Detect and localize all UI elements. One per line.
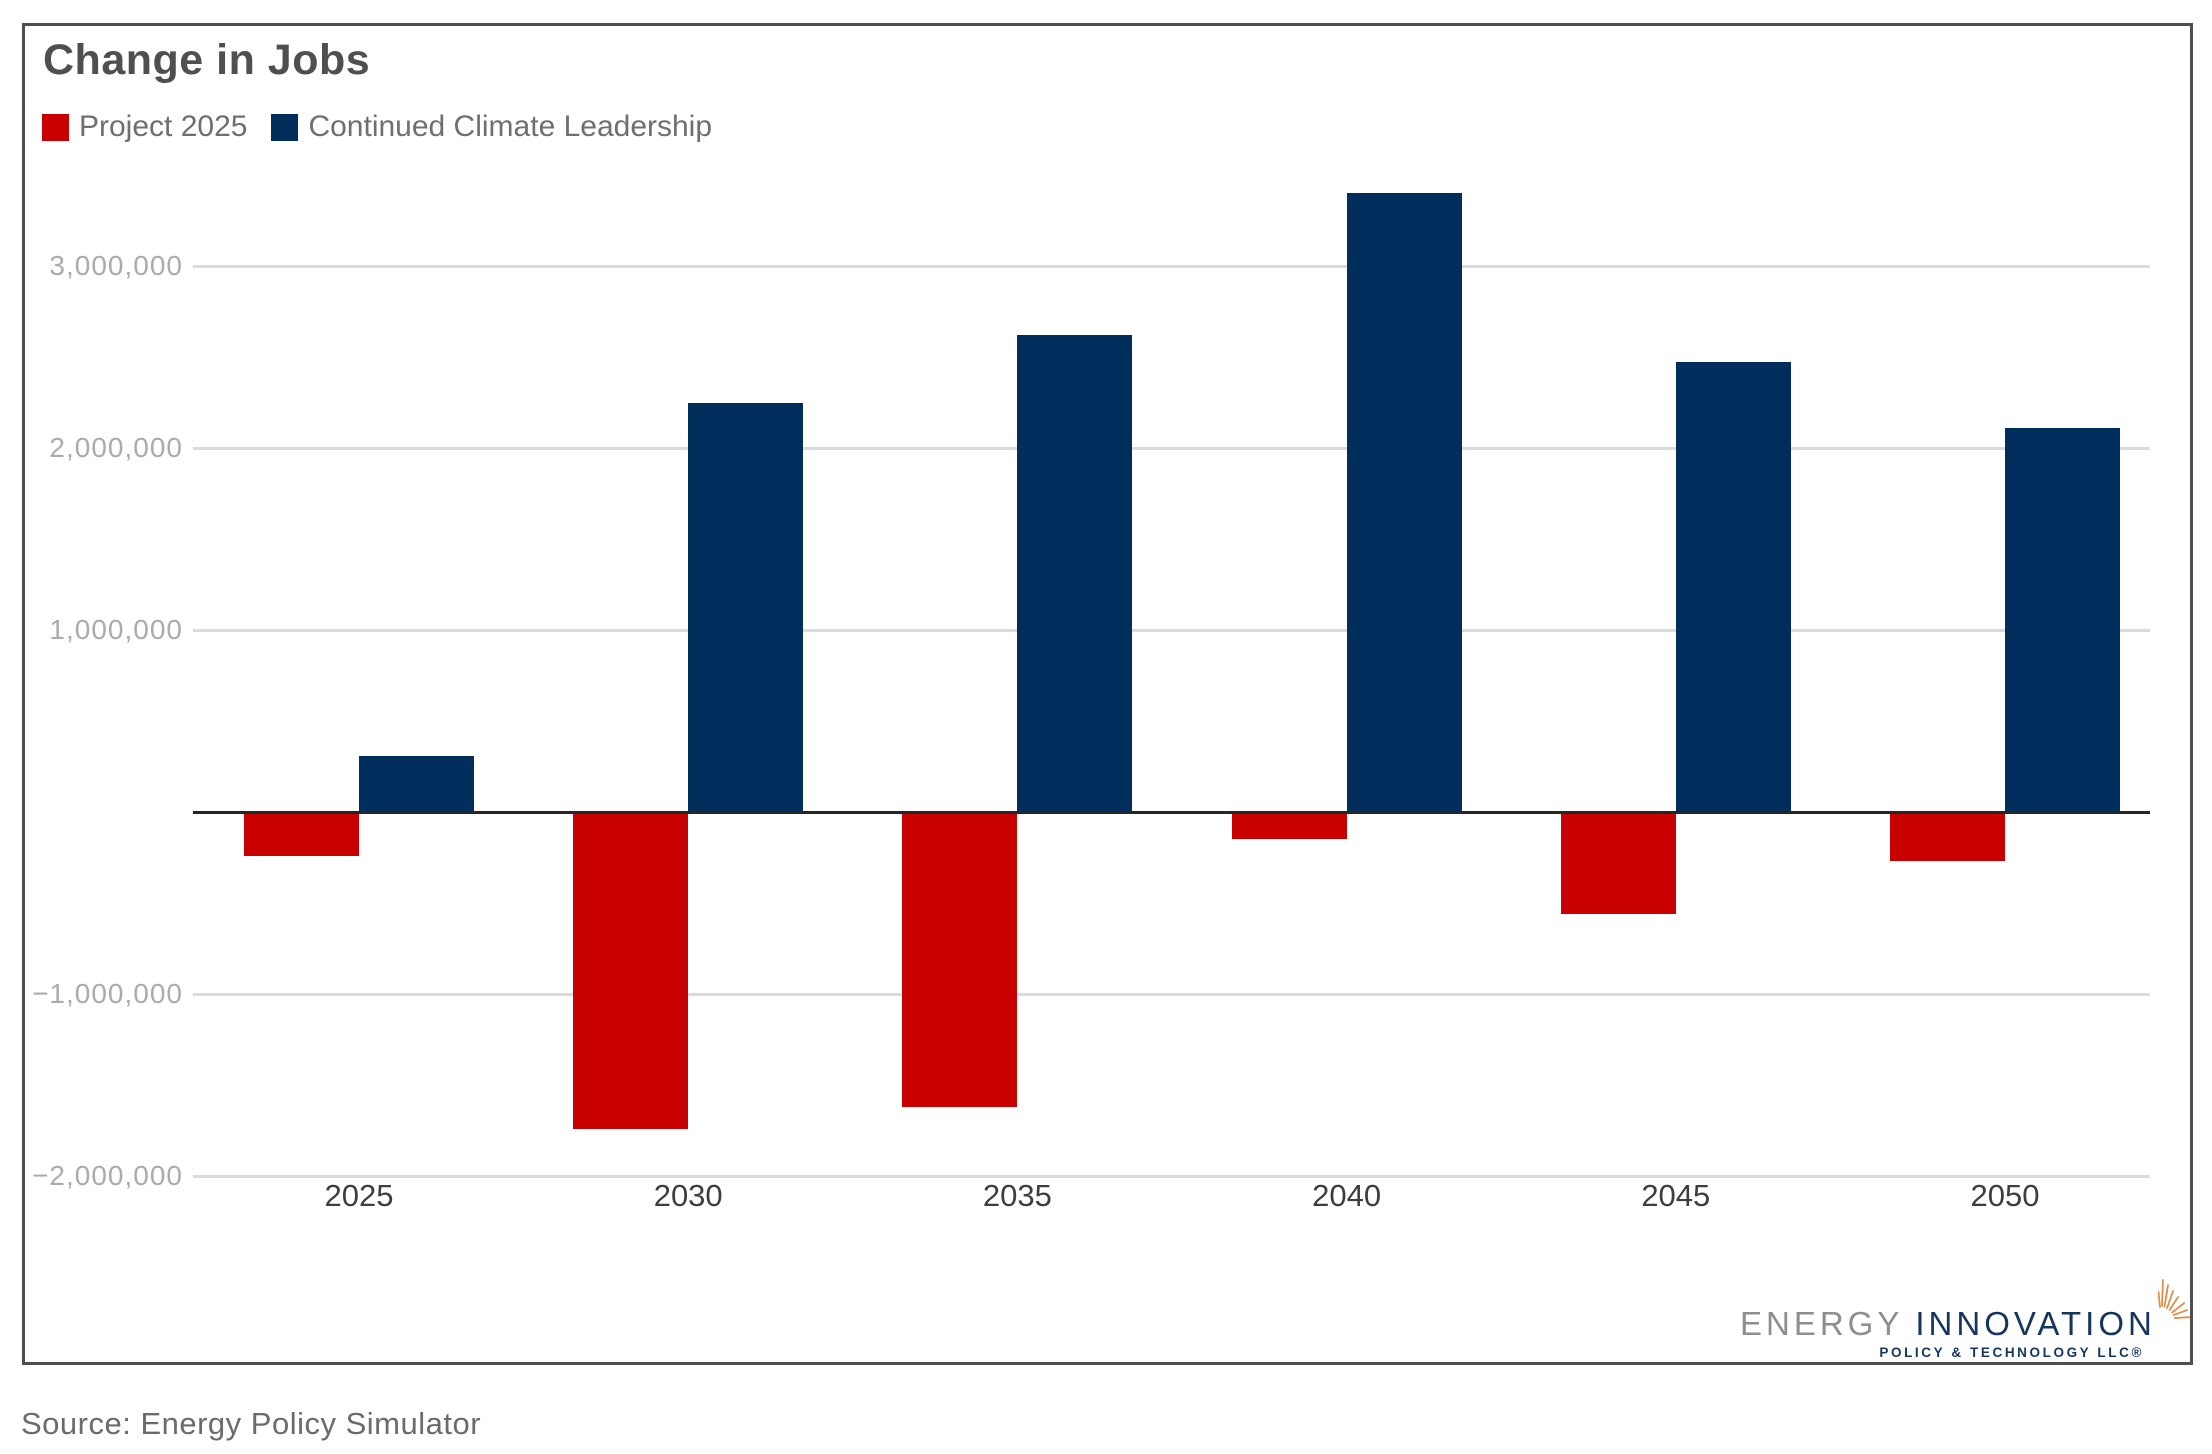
legend-item-project-2025[interactable]: Project 2025 [42,110,247,144]
bar-project-2025-2035[interactable] [902,812,1018,1107]
y-tick-label: 2,000,000 [49,432,183,463]
x-tick-label-2040: 2040 [1312,1178,1382,1213]
bar-continued-climate-leadership-2035[interactable] [1017,335,1133,812]
bar-continued-climate-leadership-2025[interactable] [359,755,474,812]
legend: Project 2025 Continued Climate Leadership [42,110,736,144]
legend-label: Continued Climate Leadership [308,110,713,143]
x-tick-label-2035: 2035 [982,1178,1052,1213]
energy-innovation-logo: ENERGY INNOVATION POLICY & TECHNOLOGY LLC… [1740,1252,2190,1360]
x-tick-label-2050: 2050 [1970,1178,2040,1213]
logo-subtext: POLICY & TECHNOLOGY LLC® [1879,1345,2144,1360]
bar-continued-climate-leadership-2030[interactable] [688,402,804,812]
y-tick-label: 3,000,000 [49,250,183,281]
logo-wordmark: ENERGY INNOVATION [1740,1252,2190,1340]
bar-continued-climate-leadership-2045[interactable] [1675,362,1791,812]
legend-label: Project 2025 [79,110,248,143]
zero-axis-line [193,811,2150,814]
source-note: Source: Energy Policy Simulator [21,1406,482,1441]
bar-continued-climate-leadership-2040[interactable] [1346,193,1462,812]
logo-word-innovation: INNOVATION [1915,1305,2156,1342]
bar-project-2025-2030[interactable] [573,812,689,1129]
bar-project-2025-2045[interactable] [1560,812,1676,914]
bar-continued-climate-leadership-2050[interactable] [2005,427,2120,812]
legend-swatch [42,113,69,141]
x-tick-label-2045: 2045 [1641,1178,1711,1213]
bar-project-2025-2040[interactable] [1231,812,1347,840]
x-tick-label-2025: 2025 [324,1178,394,1213]
gridline [193,1175,2150,1178]
gridline [193,265,2150,268]
y-tick-label: 1,000,000 [49,614,183,645]
y-tick-label: −2,000,000 [32,1160,183,1191]
legend-swatch [271,113,299,141]
legend-item-continued-climate-leadership[interactable]: Continued Climate Leadership [271,110,712,144]
gridline [193,447,2150,450]
gridline [193,629,2150,632]
logo-word-energy: ENERGY [1740,1305,1904,1342]
y-tick-label: −1,000,000 [32,978,183,1009]
x-tick-label-2030: 2030 [653,1178,723,1213]
sunburst-icon [2157,1279,2190,1319]
bar-project-2025-2025[interactable] [244,812,359,856]
bar-project-2025-2050[interactable] [1890,812,2005,862]
gridline [193,993,2150,996]
chart-title: Change in Jobs [43,36,371,84]
